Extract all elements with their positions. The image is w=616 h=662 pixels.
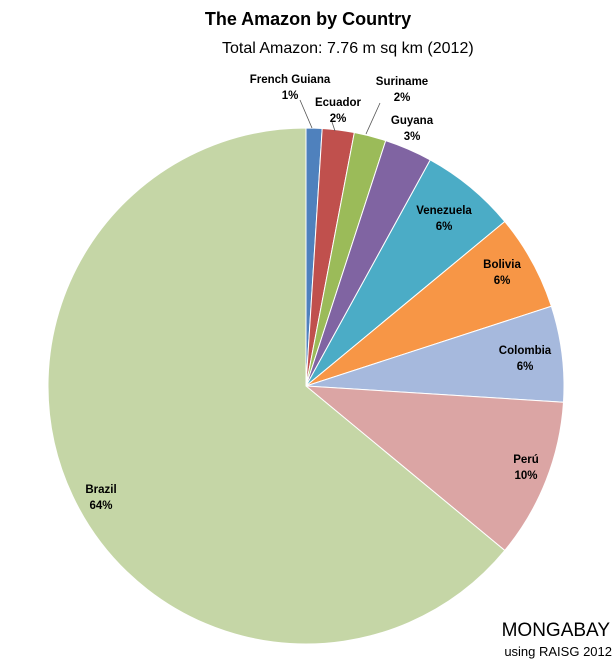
credit-brand: MONGABAY	[501, 620, 610, 641]
pie-slice-per-	[304, 385, 565, 552]
slice-label-suriname: Suriname 2%	[376, 76, 428, 104]
pie-slices	[47, 127, 565, 645]
chart-subtitle: Total Amazon: 7.76 m sq km (2012)	[222, 40, 474, 57]
leader-lines	[299, 99, 381, 135]
chart-title: The Amazon by Country	[204, 9, 412, 29]
slice-label-french-guiana: French Guiana 1%	[250, 74, 331, 102]
slice-label-brazil: Brazil 64%	[85, 484, 116, 512]
slice-labels: French Guiana 1%Ecuador 2% Suriname 2% Guyana…	[85, 74, 551, 512]
slice-label-venezuela: Venezuela 6%	[416, 205, 472, 233]
slice-label-bolivia: Bolivia 6%	[483, 259, 521, 287]
slice-label-colombia: Colombia 6%	[499, 345, 552, 373]
credit-source: using RAISG 2012	[504, 644, 612, 659]
slice-label-per-: Perú 10%	[513, 454, 539, 482]
pie-slice-brazil	[47, 127, 506, 645]
slice-label-ecuador: Ecuador 2%	[315, 97, 362, 125]
leader-line	[365, 102, 381, 135]
leader-line	[299, 99, 313, 129]
leader-line	[331, 121, 336, 132]
slice-label-guyana: Guyana 3%	[391, 115, 434, 143]
